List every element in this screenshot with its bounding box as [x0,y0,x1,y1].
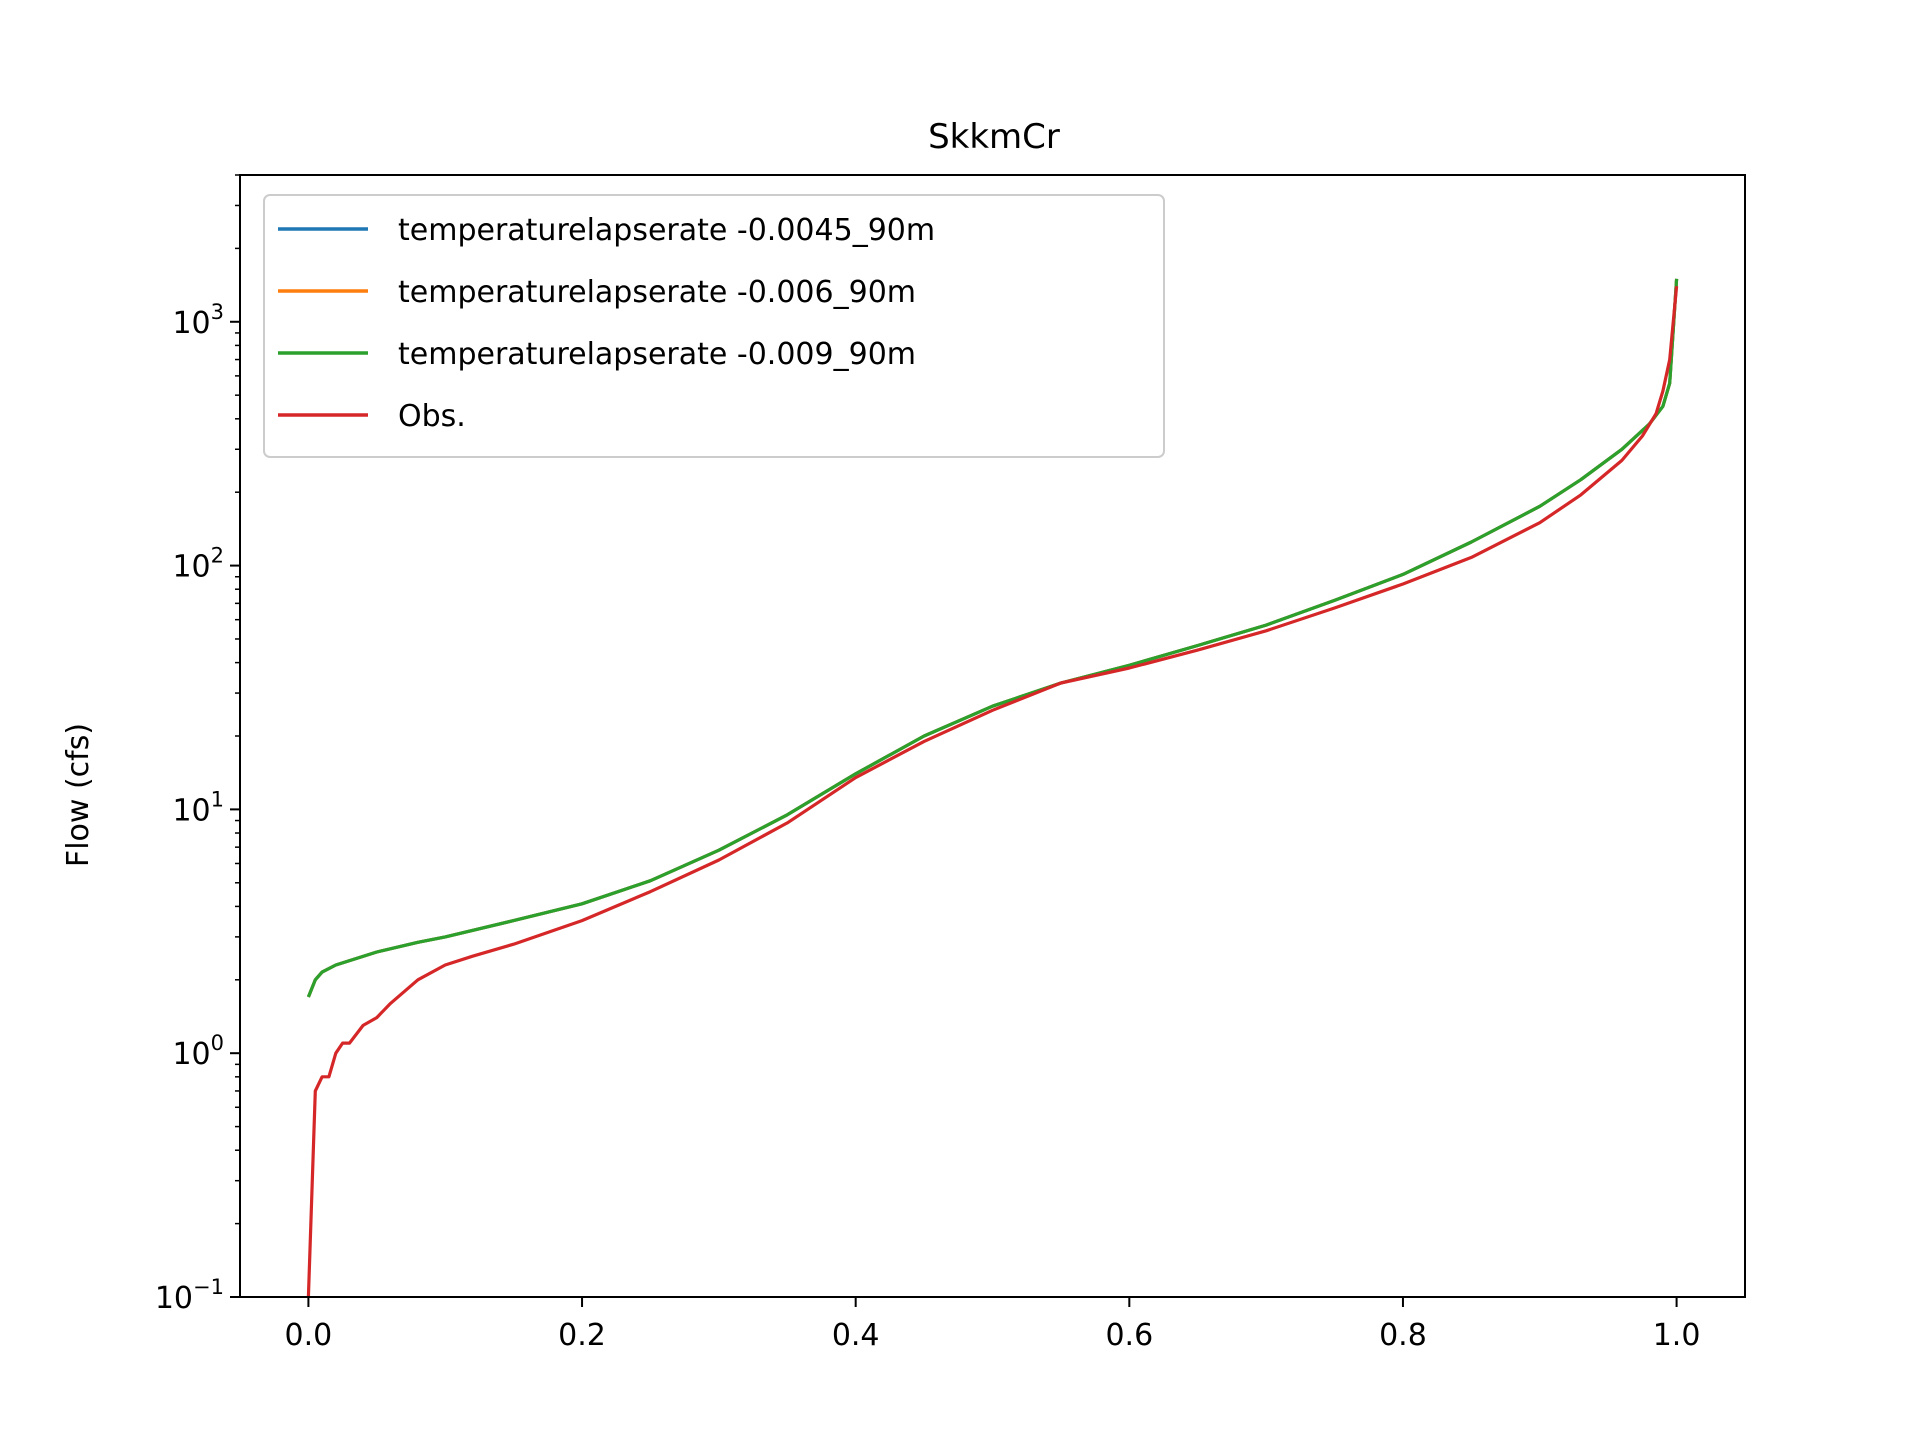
y-tick-label: 101 [172,787,224,828]
legend-label: Obs. [398,399,466,434]
y-tick-label: 100 [172,1031,224,1072]
legend-box [263,194,1165,458]
x-tick-label: 0.0 [285,1318,333,1353]
x-tick-label: 0.8 [1379,1318,1427,1353]
x-tick-label: 0.6 [1105,1318,1153,1353]
x-axis-ticks: 0.0 0.2 0.4 0.6 0.8 1.0 [285,1297,1701,1353]
y-tick-label: 102 [172,544,224,585]
x-tick-label: 0.4 [832,1318,880,1353]
chart-title: SkkmCr [928,117,1060,157]
x-tick-label: 1.0 [1653,1318,1701,1353]
series-line-2 [306,278,1679,998]
legend-label: temperaturelapserate -0.0045_90m [398,213,935,248]
y-axis-ticks: 10−1 100 101 102 103 [155,174,240,1316]
legend-label: temperaturelapserate -0.009_90m [398,337,916,372]
x-tick-label: 0.2 [558,1318,606,1353]
series-line-3 [306,286,1679,1297]
y-tick-label: 103 [172,300,224,341]
plot-lines [306,278,1679,1297]
plot-frame [239,174,1746,1298]
y-axis-label: Flow (cfs) [61,723,96,867]
legend: temperaturelapserate -0.0045_90m temperat… [263,194,1165,458]
y-tick-label: 10−1 [155,1275,224,1316]
legend-label: temperaturelapserate -0.006_90m [398,275,916,310]
